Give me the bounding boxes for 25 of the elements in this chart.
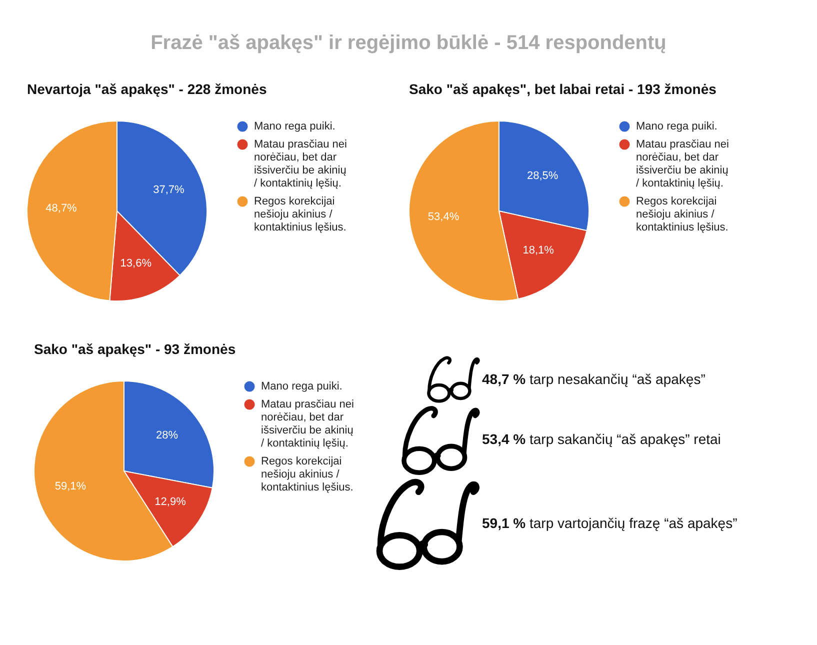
data-label: 13,6% [120,258,152,270]
text: 59,1 % tarp vartojančių frazę “aš apakęs” [482,514,738,530]
legend-label: Mano rega puiki. [636,120,718,132]
legend-label: Mano rega puiki. [261,380,342,392]
chart-title: Sako "aš apakęs" - 93 žmonės [34,341,236,357]
legend-label: Regos korekcijai nešioju akinius / kontaktinius lęšius. [261,456,354,494]
text: Frazė "aš apakęs" ir regėjimo būklė - 514 respondentų [150,32,668,55]
text: 53,4 % tarp sakančių “aš apakęs” retai [482,431,721,447]
legend-label: Regos korekcijai nešioju akinius / kontaktinius lęšius. [636,196,728,234]
data-label: 12,9% [154,496,186,508]
data-label: 18,1% [522,244,554,257]
data-label: 53,4% [428,210,460,223]
data-label: 48,7% [46,202,78,215]
chart-title: Sako "aš apakęs", bet labai retai - 193 žmonės [409,81,717,97]
legend-label: Mano rega puiki. [254,120,336,132]
data-label: 37,7% [153,184,184,196]
legend-label: Matau prasčiau nei norėčiau, bet dar išsiverčiu be akinių / kontaktinių lęšių. [636,138,729,190]
legend-label: Matau prasčiau nei norėčiau, bet dar išsiverčiu be akinių / kontaktinių lęšių. [254,138,347,190]
legend-label: Matau prasčiau nei norėčiau, bet dar išsiverčiu be akinių / kontaktinių lęšių. [261,398,354,450]
data-label: 28,5% [526,170,558,182]
data-label: 28% [156,429,178,442]
chart-title: Nevartoja "aš apakęs" - 228 žmonės [27,81,267,97]
data-label: 59,1% [54,480,86,493]
legend-label: Regos korekcijai nešioju akinius / kontaktinius lęšius. [254,196,346,234]
text: 48,7 % tarp nesakančių “aš apakęs” [482,370,706,386]
